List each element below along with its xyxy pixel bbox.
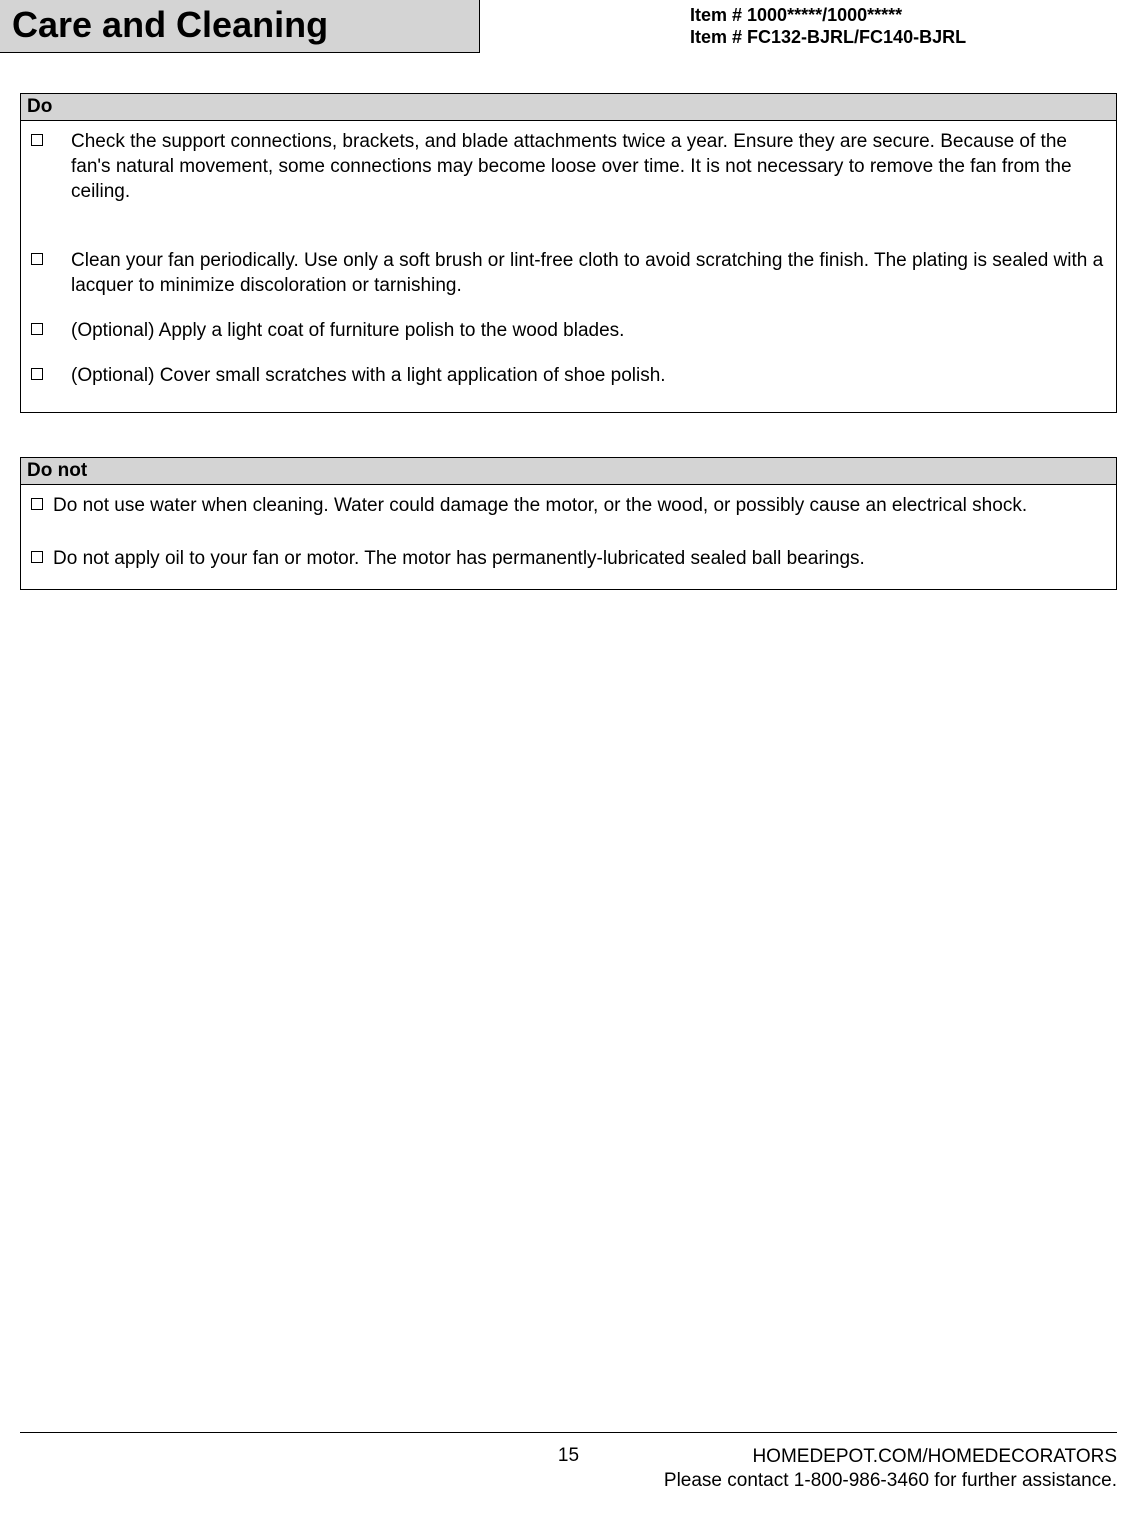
checkbox-icon	[31, 551, 43, 563]
do-item-text: (Optional) Cover small scratches with a …	[71, 363, 1106, 388]
item-number-line2: Item # FC132-BJRL/FC140-BJRL	[690, 26, 1137, 48]
donot-section-body: Do not use water when cleaning. Water co…	[21, 485, 1116, 589]
donot-item-text: Do not use water when cleaning. Water co…	[53, 493, 1106, 518]
do-section: Do Check the support connections, bracke…	[20, 93, 1117, 413]
donot-section: Do not Do not use water when cleaning. W…	[20, 457, 1117, 590]
do-item: (Optional) Cover small scratches with a …	[31, 363, 1106, 388]
footer-rule	[20, 1432, 1117, 1433]
page-title: Care and Cleaning	[12, 4, 328, 45]
page: Care and Cleaning Item # 1000*****/1000*…	[0, 0, 1137, 1513]
do-item-text: Clean your fan periodically. Use only a …	[71, 248, 1106, 298]
donot-item-text: Do not apply oil to your fan or motor. T…	[53, 546, 1106, 571]
do-item: (Optional) Apply a light coat of furnitu…	[31, 318, 1106, 343]
footer-contact: Please contact 1-800-986-3460 for furthe…	[599, 1469, 1118, 1493]
donot-item: Do not apply oil to your fan or motor. T…	[31, 546, 1106, 571]
content-area: Do Check the support connections, bracke…	[0, 53, 1137, 590]
donot-item: Do not use water when cleaning. Water co…	[31, 493, 1106, 518]
header-row: Care and Cleaning Item # 1000*****/1000*…	[0, 0, 1137, 53]
checkbox-icon	[31, 368, 43, 380]
do-item-text: (Optional) Apply a light coat of furnitu…	[71, 318, 1106, 343]
do-item-text: Check the support connections, brackets,…	[71, 129, 1106, 204]
checkbox-icon	[31, 498, 43, 510]
page-number: 15	[539, 1445, 599, 1467]
footer: 15 HOMEDEPOT.COM/HOMEDECORATORS Please c…	[0, 1432, 1137, 1493]
do-item: Check the support connections, brackets,…	[31, 129, 1106, 204]
checkbox-icon	[31, 134, 43, 146]
checkbox-icon	[31, 323, 43, 335]
title-block: Care and Cleaning	[0, 0, 480, 53]
footer-row: 15 HOMEDEPOT.COM/HOMEDECORATORS Please c…	[20, 1445, 1117, 1493]
checkbox-icon	[31, 253, 43, 265]
footer-url: HOMEDEPOT.COM/HOMEDECORATORS	[599, 1445, 1118, 1469]
item-number-block: Item # 1000*****/1000***** Item # FC132-…	[480, 0, 1137, 48]
donot-section-header: Do not	[21, 458, 1116, 485]
do-section-header: Do	[21, 94, 1116, 121]
do-item: Clean your fan periodically. Use only a …	[31, 248, 1106, 298]
footer-right: HOMEDEPOT.COM/HOMEDECORATORS Please cont…	[599, 1445, 1118, 1493]
item-number-line1: Item # 1000*****/1000*****	[690, 4, 1137, 26]
do-section-body: Check the support connections, brackets,…	[21, 121, 1116, 412]
